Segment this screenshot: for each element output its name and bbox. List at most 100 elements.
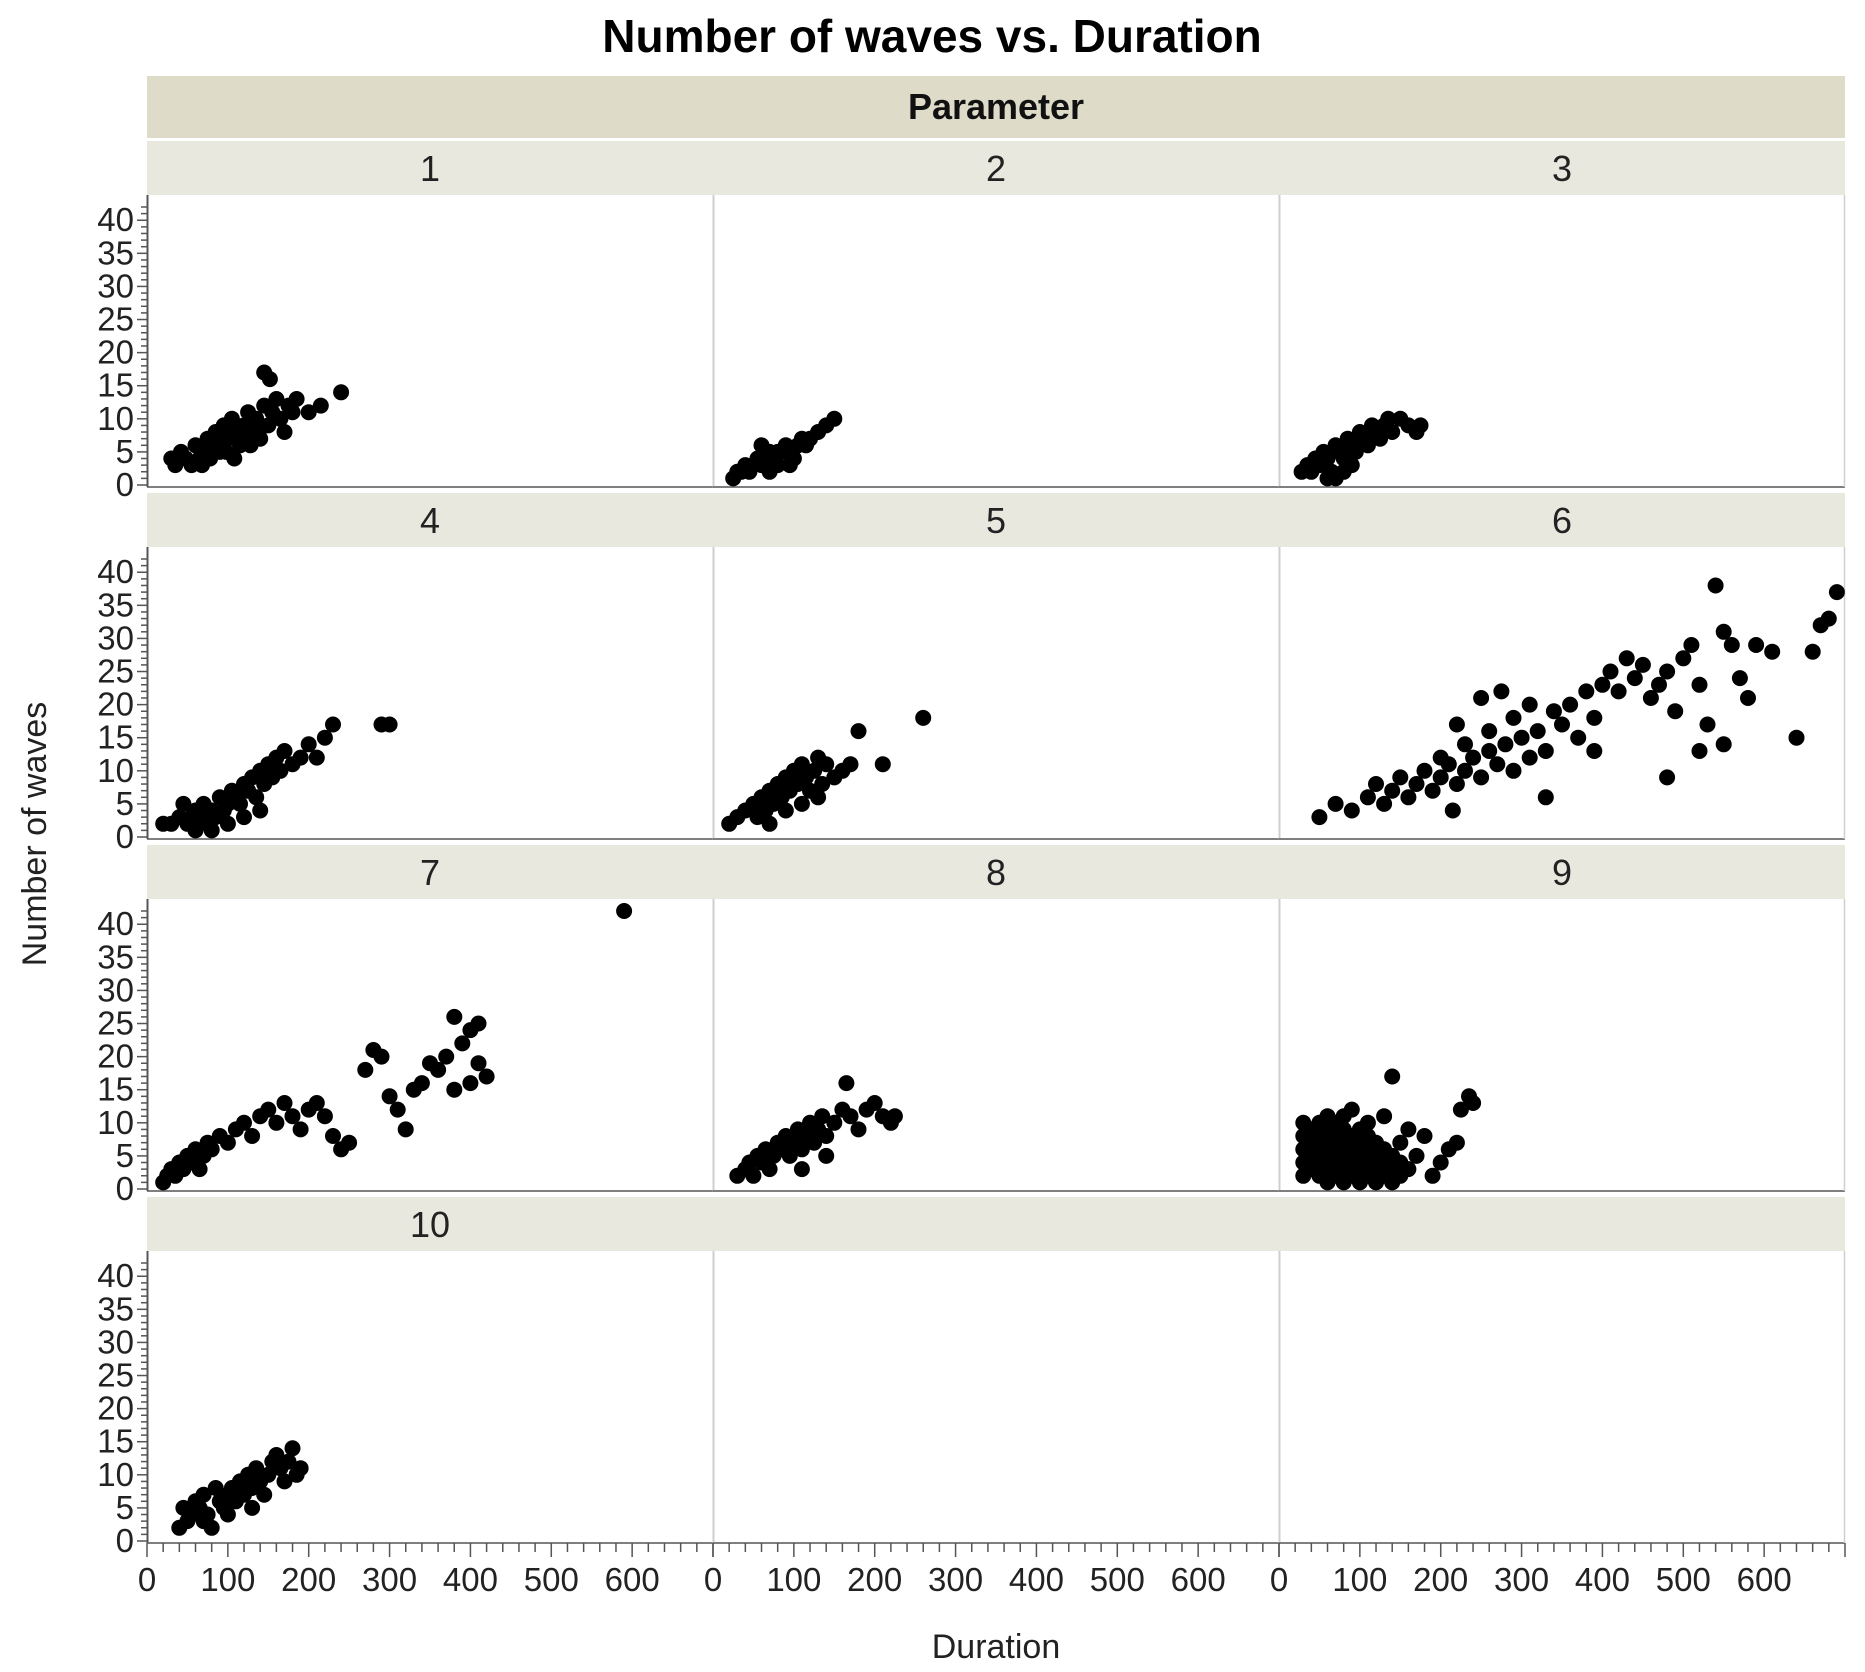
data-point <box>777 802 794 819</box>
data-point <box>333 384 350 401</box>
panel-header <box>147 1197 713 1251</box>
data-point <box>1820 610 1837 627</box>
data-point <box>1828 584 1845 601</box>
data-point <box>261 371 278 388</box>
data-point <box>219 1134 236 1151</box>
x-tick-label: 200 <box>1413 1561 1468 1598</box>
data-point <box>373 1048 390 1065</box>
data-point <box>1384 424 1401 440</box>
data-point <box>242 437 259 454</box>
data-point <box>202 450 219 467</box>
data-point <box>1493 683 1510 700</box>
y-tick-label: 0 <box>116 1522 134 1559</box>
data-point <box>1740 690 1756 706</box>
data-point <box>250 424 267 440</box>
data-point <box>1452 1101 1469 1118</box>
data-point <box>793 795 810 812</box>
data-point <box>260 1466 277 1483</box>
data-point <box>1602 663 1619 680</box>
y-tick-label: 10 <box>97 400 134 437</box>
data-point <box>1473 690 1490 706</box>
data-point <box>793 1161 810 1178</box>
data-point <box>1412 417 1429 434</box>
data-point <box>1359 437 1376 454</box>
points <box>721 709 932 832</box>
panel-3: 3 <box>1278 141 1846 488</box>
data-point <box>397 1121 414 1138</box>
data-point <box>462 1075 479 1092</box>
y-tick-label: 15 <box>97 1423 134 1460</box>
y-tick-label: 5 <box>116 785 134 822</box>
y-tick-label: 0 <box>116 818 134 855</box>
points <box>729 1075 903 1184</box>
data-point <box>1651 676 1667 693</box>
data-point <box>826 410 843 427</box>
y-tick-label: 30 <box>97 267 134 304</box>
data-point <box>1537 789 1554 806</box>
data-point <box>248 789 265 806</box>
data-point <box>781 1147 798 1164</box>
panel-header <box>1279 141 1845 195</box>
data-point <box>223 410 240 427</box>
data-point <box>806 1134 823 1151</box>
x-tick-label: 500 <box>1656 1561 1711 1598</box>
data-point <box>1489 756 1506 773</box>
data-point <box>478 1068 495 1085</box>
y-tick-label: 15 <box>97 719 134 756</box>
data-point <box>842 756 859 773</box>
x-tick-label: 300 <box>362 1561 417 1598</box>
x-tick-label: 0 <box>1270 1561 1288 1598</box>
panel-label: 8 <box>986 852 1006 893</box>
x-tick-label: 100 <box>200 1561 255 1598</box>
panel-5: 5 <box>712 493 1279 840</box>
data-point <box>1432 1154 1449 1171</box>
panel-header <box>1279 493 1845 547</box>
y-tick-label: 10 <box>97 1456 134 1493</box>
data-point <box>252 802 269 819</box>
data-point <box>248 1460 265 1477</box>
data-point <box>1610 683 1627 700</box>
data-point <box>1667 703 1684 720</box>
data-point <box>806 762 823 779</box>
data-point <box>826 1114 843 1131</box>
data-point <box>1570 729 1587 746</box>
points <box>155 903 633 1191</box>
data-point <box>1416 1128 1433 1144</box>
group-header-band <box>147 76 1845 138</box>
data-point <box>1529 723 1546 740</box>
data-point <box>1448 1134 1465 1151</box>
data-point <box>268 391 285 407</box>
data-point <box>1408 776 1425 792</box>
data-point <box>1392 1134 1409 1151</box>
x-axis-1: 0 100 200 300 400 500 600 <box>138 1543 714 1598</box>
y-tick-label: 15 <box>97 367 134 404</box>
x-axis-3: 0 100 200 300 400 500 600 <box>1270 1543 1846 1598</box>
panel-header <box>1279 845 1845 899</box>
panel-2: 2 <box>712 141 1279 488</box>
data-point <box>616 903 633 919</box>
x-tick-label: 200 <box>281 1561 336 1598</box>
panel-header <box>713 141 1279 195</box>
data-point <box>446 1008 463 1025</box>
data-point <box>1457 736 1473 753</box>
y-tick-label: 5 <box>116 1489 134 1526</box>
data-point <box>325 716 341 733</box>
data-point <box>325 1128 341 1144</box>
y-tick-label: 10 <box>97 752 134 789</box>
data-point <box>195 1486 212 1503</box>
data-point <box>1473 769 1490 786</box>
data-point <box>219 1506 236 1523</box>
data-point <box>850 1121 867 1138</box>
data-point <box>1416 762 1433 779</box>
plot-area <box>713 1251 1279 1543</box>
y-tick-label: 5 <box>116 1137 134 1174</box>
points <box>163 364 350 474</box>
data-point <box>1715 623 1732 640</box>
data-point <box>1691 676 1708 693</box>
data-point <box>381 716 398 733</box>
panel-header <box>713 493 1279 547</box>
panel-label: 1 <box>420 148 440 189</box>
data-point <box>292 1460 309 1477</box>
